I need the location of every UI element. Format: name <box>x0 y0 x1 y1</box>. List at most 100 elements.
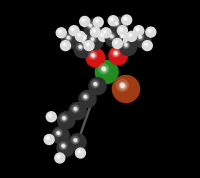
Circle shape <box>63 43 66 46</box>
Circle shape <box>59 30 62 33</box>
Circle shape <box>89 25 92 27</box>
Circle shape <box>127 31 137 41</box>
Circle shape <box>134 31 151 48</box>
Circle shape <box>121 29 122 30</box>
Circle shape <box>50 115 51 116</box>
Circle shape <box>125 18 126 20</box>
Circle shape <box>115 41 117 43</box>
Circle shape <box>115 41 118 44</box>
Circle shape <box>114 52 117 54</box>
Circle shape <box>56 28 66 38</box>
Circle shape <box>79 90 96 108</box>
Circle shape <box>95 19 99 23</box>
Circle shape <box>120 29 122 30</box>
Circle shape <box>134 26 144 36</box>
Circle shape <box>119 27 123 32</box>
Circle shape <box>108 32 115 40</box>
Circle shape <box>122 15 132 25</box>
Circle shape <box>69 26 79 36</box>
Circle shape <box>102 67 106 72</box>
Circle shape <box>128 33 133 37</box>
Circle shape <box>84 95 86 98</box>
Circle shape <box>52 127 69 144</box>
Circle shape <box>88 23 93 28</box>
Circle shape <box>77 150 81 154</box>
Circle shape <box>111 49 120 57</box>
Circle shape <box>101 34 103 36</box>
Circle shape <box>94 83 97 86</box>
Circle shape <box>116 22 119 25</box>
Circle shape <box>57 140 74 157</box>
Circle shape <box>67 37 70 40</box>
Circle shape <box>71 28 74 31</box>
Circle shape <box>62 116 67 121</box>
Circle shape <box>122 41 130 49</box>
Circle shape <box>92 39 94 40</box>
Circle shape <box>101 34 103 37</box>
Circle shape <box>86 48 105 67</box>
Circle shape <box>80 16 90 26</box>
Circle shape <box>117 26 127 36</box>
Circle shape <box>61 41 70 51</box>
Circle shape <box>62 145 65 148</box>
Circle shape <box>79 46 82 49</box>
Circle shape <box>86 22 94 29</box>
Circle shape <box>73 138 78 143</box>
Circle shape <box>78 34 80 36</box>
Circle shape <box>58 156 59 157</box>
Circle shape <box>115 22 118 25</box>
Circle shape <box>113 51 119 56</box>
Circle shape <box>109 46 127 65</box>
Circle shape <box>49 115 51 116</box>
Circle shape <box>115 52 118 55</box>
Circle shape <box>101 66 107 73</box>
Circle shape <box>123 16 128 21</box>
Circle shape <box>130 34 131 36</box>
Circle shape <box>61 143 66 149</box>
Circle shape <box>59 142 67 150</box>
Circle shape <box>95 84 97 85</box>
Circle shape <box>47 138 49 139</box>
Circle shape <box>57 132 59 134</box>
Circle shape <box>60 31 61 32</box>
Circle shape <box>114 21 119 26</box>
Circle shape <box>112 19 113 20</box>
Circle shape <box>64 118 65 119</box>
Circle shape <box>57 132 60 135</box>
Circle shape <box>120 28 123 31</box>
Circle shape <box>74 139 76 141</box>
Circle shape <box>111 36 113 38</box>
Circle shape <box>46 137 49 140</box>
Circle shape <box>81 18 86 22</box>
Circle shape <box>64 44 65 45</box>
Circle shape <box>90 27 100 37</box>
Circle shape <box>78 151 80 153</box>
Circle shape <box>84 37 85 39</box>
Circle shape <box>71 136 79 144</box>
Circle shape <box>49 115 51 117</box>
Circle shape <box>118 33 128 43</box>
Circle shape <box>147 28 152 33</box>
Circle shape <box>68 37 70 39</box>
Circle shape <box>109 34 114 39</box>
Circle shape <box>93 17 103 27</box>
Circle shape <box>69 134 86 151</box>
Circle shape <box>105 30 122 47</box>
Circle shape <box>62 31 79 48</box>
Circle shape <box>121 36 122 37</box>
Circle shape <box>139 36 141 38</box>
Circle shape <box>56 154 61 159</box>
Circle shape <box>91 54 94 56</box>
Circle shape <box>78 44 83 50</box>
Circle shape <box>96 19 99 22</box>
Circle shape <box>54 129 62 137</box>
Circle shape <box>63 117 66 120</box>
Circle shape <box>70 27 75 32</box>
Circle shape <box>74 107 76 110</box>
Circle shape <box>63 117 65 119</box>
Circle shape <box>93 30 95 32</box>
Circle shape <box>111 19 113 20</box>
Circle shape <box>72 28 73 30</box>
Circle shape <box>85 96 87 98</box>
Circle shape <box>91 38 94 40</box>
